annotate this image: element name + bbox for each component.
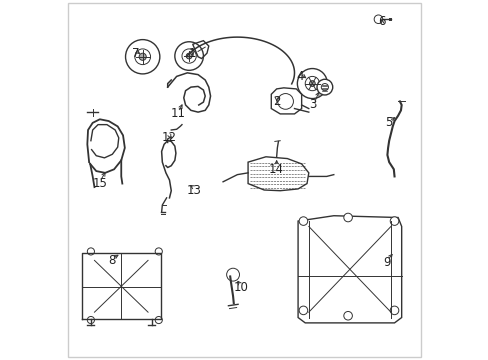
Circle shape xyxy=(277,94,293,109)
Circle shape xyxy=(155,248,162,255)
Text: 4: 4 xyxy=(296,70,303,83)
Circle shape xyxy=(373,15,382,23)
Text: 1: 1 xyxy=(188,47,196,60)
Circle shape xyxy=(343,213,352,222)
Circle shape xyxy=(155,316,162,324)
Circle shape xyxy=(299,306,307,315)
Text: 7: 7 xyxy=(132,47,139,60)
Circle shape xyxy=(175,42,203,70)
Circle shape xyxy=(87,248,94,255)
Circle shape xyxy=(389,306,398,315)
Circle shape xyxy=(321,84,328,91)
Text: 12: 12 xyxy=(162,131,177,144)
Circle shape xyxy=(182,49,196,63)
Circle shape xyxy=(316,79,332,95)
Circle shape xyxy=(226,268,239,281)
Circle shape xyxy=(297,68,326,99)
Text: 2: 2 xyxy=(272,95,280,108)
Text: 10: 10 xyxy=(233,281,248,294)
Circle shape xyxy=(343,311,352,320)
Circle shape xyxy=(186,53,192,59)
Text: 13: 13 xyxy=(187,184,202,197)
Circle shape xyxy=(135,49,150,64)
Circle shape xyxy=(309,81,315,86)
Circle shape xyxy=(389,217,398,225)
Text: 9: 9 xyxy=(383,256,390,269)
Text: 5: 5 xyxy=(385,116,392,129)
Circle shape xyxy=(139,53,146,60)
Circle shape xyxy=(299,217,307,225)
Text: 14: 14 xyxy=(268,163,284,176)
Circle shape xyxy=(305,76,319,91)
Text: 8: 8 xyxy=(108,254,116,267)
Text: 6: 6 xyxy=(378,14,385,27)
Text: 3: 3 xyxy=(308,99,315,112)
Text: 15: 15 xyxy=(92,177,107,190)
Circle shape xyxy=(87,316,94,324)
Circle shape xyxy=(125,40,160,74)
Text: 11: 11 xyxy=(171,107,185,120)
